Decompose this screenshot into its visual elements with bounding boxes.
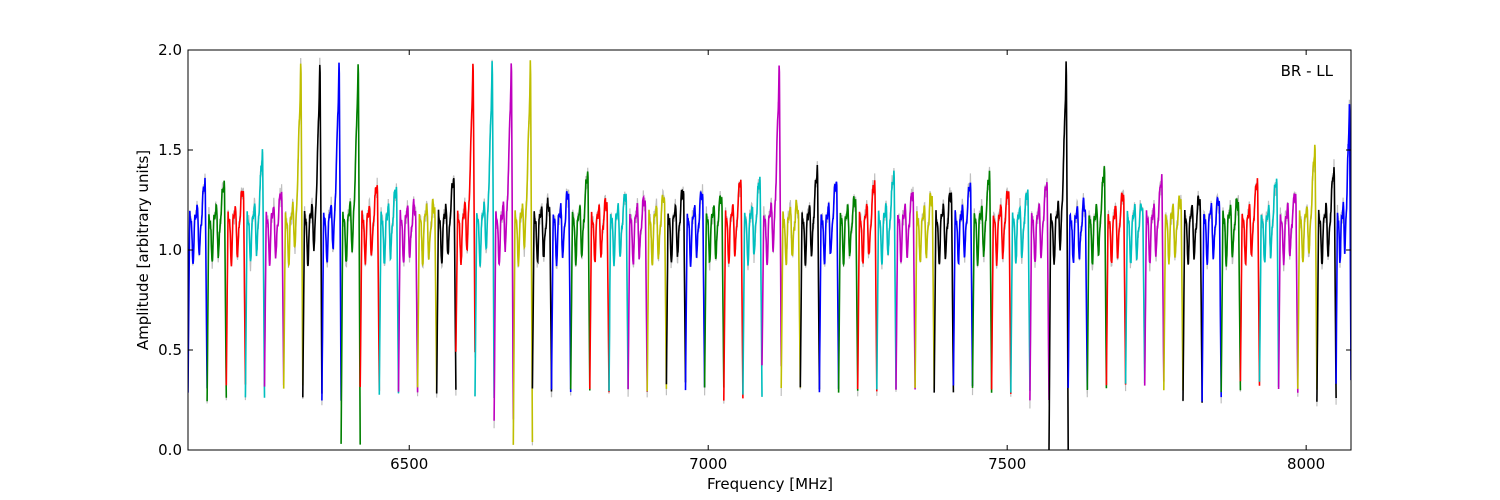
channel-trace-40 xyxy=(952,182,974,387)
channel-trace-35 xyxy=(856,180,878,392)
x-axis-label: Frequency [MHz] xyxy=(707,475,833,493)
channel-trace-60 xyxy=(1335,104,1351,384)
channel-trace-38 xyxy=(914,192,935,389)
channel-trace-42 xyxy=(990,190,1012,394)
channel-trace-22 xyxy=(608,193,629,392)
channel-trace-43 xyxy=(1010,189,1031,393)
channel-trace-36 xyxy=(876,170,897,390)
channel-trace-15 xyxy=(474,61,495,399)
channel-trace-24 xyxy=(646,194,668,392)
y-axis-label: Amplitude [arbitrary units] xyxy=(134,150,152,350)
channel-trace-54 xyxy=(1220,197,1242,393)
plot-background xyxy=(188,50,1351,450)
channel-trace-32 xyxy=(799,164,821,390)
channel-trace-5 xyxy=(282,63,304,389)
channel-trace-33 xyxy=(818,181,840,393)
channel-trace-51 xyxy=(1163,195,1184,391)
channel-trace-2 xyxy=(225,190,247,386)
channel-trace-17 xyxy=(512,60,534,445)
channel-trace-4 xyxy=(263,191,285,387)
channel-trace-47 xyxy=(1086,166,1108,391)
channel-trace-7 xyxy=(321,62,342,401)
channel-trace-11 xyxy=(397,198,419,393)
channel-trace-53 xyxy=(1201,196,1222,402)
y-tick-label: 2.0 xyxy=(158,41,182,59)
channel-trace-19 xyxy=(550,191,572,393)
y-tick-label: 0.0 xyxy=(158,441,182,459)
background-trace-21 xyxy=(589,194,610,391)
channel-trace-48 xyxy=(1105,192,1127,386)
channel-trace-49 xyxy=(1124,203,1146,384)
channel-trace-34 xyxy=(837,196,859,393)
channel-trace-58 xyxy=(1297,144,1318,390)
plot-annotation: BR - LL xyxy=(1281,62,1334,80)
x-tick-label: 7000 xyxy=(689,455,727,473)
y-tick-label: 1.0 xyxy=(158,241,182,259)
channel-trace-46 xyxy=(1067,197,1089,390)
channel-trace-0 xyxy=(188,177,208,393)
channel-trace-6 xyxy=(302,64,323,398)
channel-trace-30 xyxy=(761,65,782,367)
channel-trace-1 xyxy=(206,180,228,402)
channel-trace-45 xyxy=(1048,61,1069,450)
y-tick-label: 0.5 xyxy=(158,341,182,359)
channel-trace-23 xyxy=(627,194,648,393)
channel-trace-8 xyxy=(340,64,361,445)
channel-trace-26 xyxy=(684,191,706,391)
channel-trace-18 xyxy=(531,197,553,392)
channel-trace-13 xyxy=(435,178,457,394)
channel-trace-50 xyxy=(1143,174,1165,386)
channel-trace-57 xyxy=(1277,193,1299,393)
channel-trace-20 xyxy=(569,171,591,391)
channel-trace-10 xyxy=(378,186,400,395)
channel-trace-12 xyxy=(416,198,438,393)
channel-trace-16 xyxy=(493,63,515,421)
y-tick-label: 1.5 xyxy=(158,141,182,159)
channel-trace-56 xyxy=(1258,178,1280,387)
channel-trace-14 xyxy=(455,63,476,353)
x-tick-label: 8000 xyxy=(1287,455,1325,473)
channel-trace-27 xyxy=(703,195,725,388)
channel-trace-55 xyxy=(1239,178,1261,386)
x-tick-label: 7500 xyxy=(988,455,1026,473)
channel-trace-3 xyxy=(244,149,266,398)
channel-trace-29 xyxy=(742,176,763,397)
channel-trace-37 xyxy=(895,191,916,390)
channel-trace-39 xyxy=(933,192,955,393)
x-tick-label: 6500 xyxy=(390,455,428,473)
channel-trace-59 xyxy=(1316,167,1337,402)
series-layer xyxy=(188,57,1351,450)
channel-trace-31 xyxy=(780,199,802,389)
channel-trace-28 xyxy=(723,179,744,401)
channel-trace-44 xyxy=(1029,182,1050,401)
channel-trace-41 xyxy=(971,170,993,393)
ticks-layer: 6500 7000 7500 8000 0.0 0.5 1.0 1.5 2.0 xyxy=(158,41,1351,473)
channel-trace-9 xyxy=(359,185,381,391)
channel-trace-25 xyxy=(665,188,687,385)
channel-trace-21 xyxy=(589,197,610,393)
channel-trace-52 xyxy=(1182,195,1203,403)
